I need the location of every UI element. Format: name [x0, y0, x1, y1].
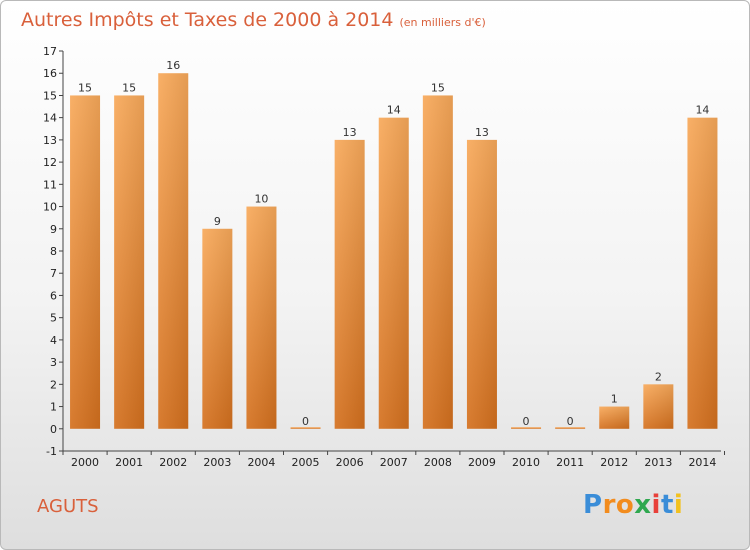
y-tick-label: 17	[43, 45, 57, 58]
chart-title-main: Autres Impôts et Taxes de 2000 à 2014	[21, 9, 394, 31]
bar-shade	[687, 117, 718, 429]
chart-bars	[70, 73, 718, 429]
bar-shade	[466, 139, 497, 429]
bar-value-label: 9	[214, 215, 221, 228]
bar-value-label: 16	[166, 59, 180, 72]
bar	[511, 427, 542, 429]
x-tick-label: 2000	[71, 456, 99, 469]
bar	[290, 427, 321, 429]
y-tick-label: 9	[50, 223, 57, 236]
commune-name: AGUTS	[37, 496, 99, 517]
proxiti-logo: Proxiti	[583, 490, 683, 520]
chart-title: Autres Impôts et Taxes de 2000 à 2014 (en…	[21, 9, 486, 31]
y-tick-label: 11	[43, 178, 57, 191]
x-tick-label: 2001	[115, 456, 143, 469]
bar-value-label: 0	[567, 415, 574, 428]
bar-value-label: 13	[343, 126, 357, 139]
y-tick-label: 2	[50, 378, 57, 391]
bar-value-label: 10	[254, 193, 268, 206]
bar-value-label: 0	[302, 415, 309, 428]
logo-letter: P	[583, 490, 603, 520]
x-tick-label: 2014	[688, 456, 716, 469]
bar-shade	[202, 228, 233, 429]
bar-shade	[158, 73, 189, 429]
bar-shade	[246, 206, 277, 429]
x-tick-label: 2002	[159, 456, 187, 469]
y-tick-label: 13	[43, 134, 57, 147]
y-tick-label: 16	[43, 67, 57, 80]
x-tick-label: 2003	[203, 456, 231, 469]
y-tick-label: 3	[50, 356, 57, 369]
logo-letter: i	[651, 490, 661, 520]
bar-value-label: 14	[695, 104, 709, 117]
x-tick-label: 2008	[424, 456, 452, 469]
y-tick-label: 7	[50, 267, 57, 280]
y-tick-label: 14	[43, 112, 57, 125]
bar-shade	[643, 384, 674, 429]
logo-letter: x	[634, 490, 652, 520]
bar-value-label: 2	[655, 370, 662, 383]
x-tick-label: 2013	[644, 456, 672, 469]
x-tick-label: 2007	[380, 456, 408, 469]
bar-value-label: 13	[475, 126, 489, 139]
y-tick-label: 10	[43, 201, 57, 214]
bar-shade	[334, 139, 365, 429]
bar-shade	[70, 95, 101, 429]
y-tick-label: 0	[50, 423, 57, 436]
logo-letter: o	[615, 490, 635, 520]
bar-value-label: 15	[122, 81, 136, 94]
bar-shade	[599, 406, 630, 429]
chart-subtitle: (en milliers d'€)	[399, 16, 486, 29]
logo-letter: i	[673, 490, 684, 520]
y-tick-label: 6	[50, 289, 57, 302]
y-tick-label: -1	[46, 445, 57, 458]
logo-letter: r	[602, 490, 616, 520]
y-tick-label: 12	[43, 156, 57, 169]
bar-shade	[422, 95, 453, 429]
x-tick-label: 2005	[292, 456, 320, 469]
bar-shade	[114, 95, 145, 429]
bar-value-label: 1	[611, 393, 618, 406]
bar-value-label: 15	[78, 81, 92, 94]
logo-letter: t	[660, 490, 674, 520]
bar-value-label: 15	[431, 81, 445, 94]
y-tick-label: 1	[50, 401, 57, 414]
bar-shade	[378, 117, 409, 429]
x-tick-label: 2012	[600, 456, 628, 469]
y-tick-label: 5	[50, 312, 57, 325]
y-tick-label: 15	[43, 89, 57, 102]
x-tick-label: 2004	[247, 456, 275, 469]
bar-value-label: 0	[523, 415, 530, 428]
y-tick-label: 4	[50, 334, 57, 347]
bar-value-label: 14	[387, 104, 401, 117]
x-tick-label: 2009	[468, 456, 496, 469]
y-tick-label: 8	[50, 245, 57, 258]
bar	[555, 427, 586, 429]
x-tick-label: 2010	[512, 456, 540, 469]
chart-value-labels: 15 15 16 9 10 0 13 14 15 13 0 0 1 2 14	[78, 59, 709, 428]
x-tick-label: 2011	[556, 456, 584, 469]
x-tick-label: 2006	[336, 456, 364, 469]
